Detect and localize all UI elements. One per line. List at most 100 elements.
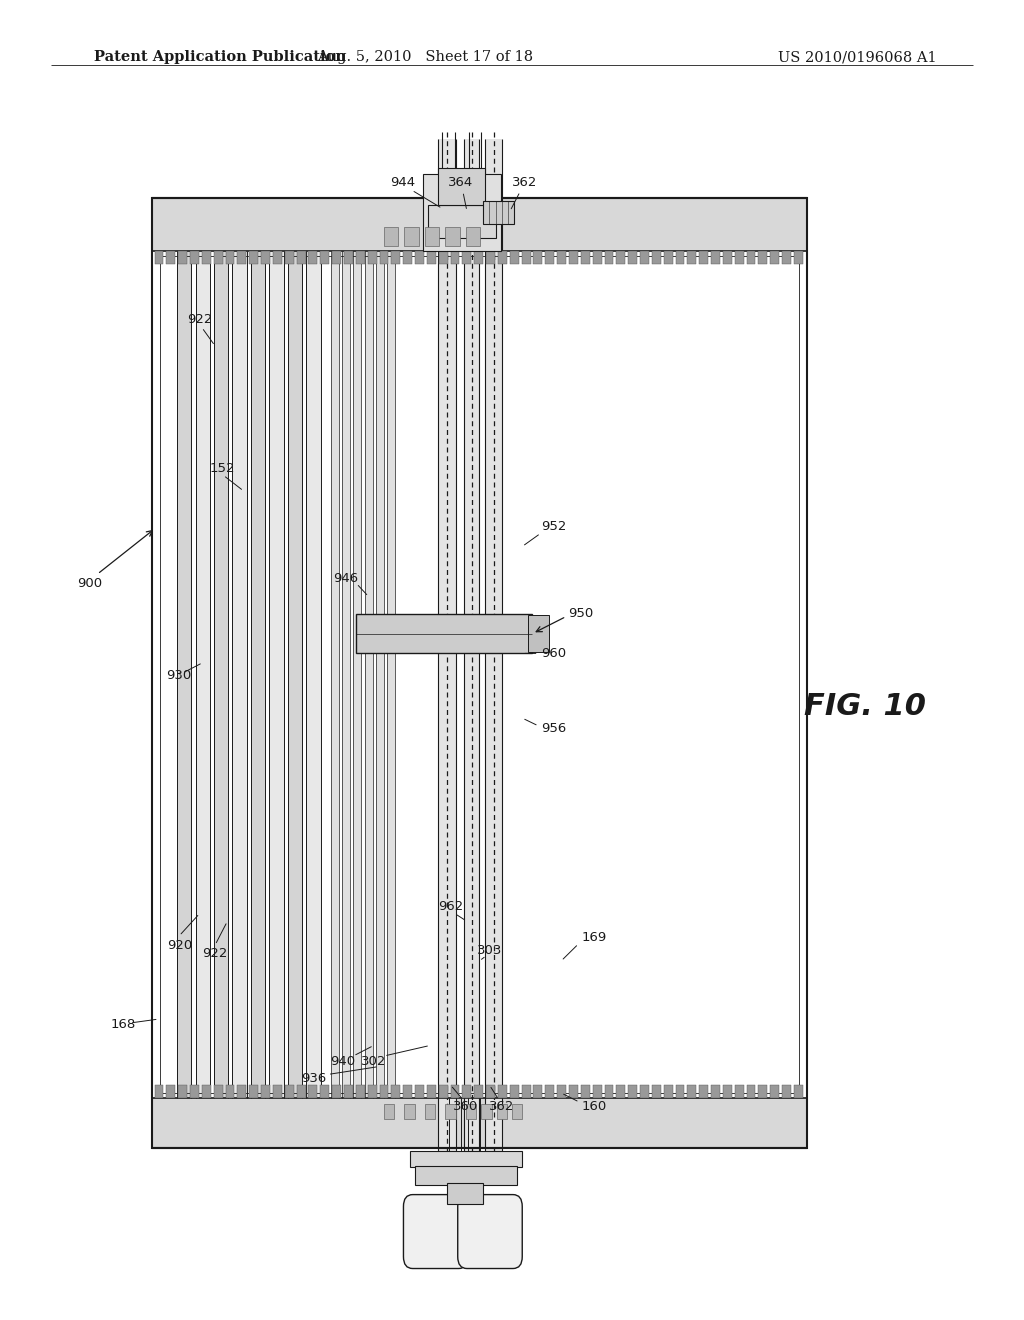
Bar [497,1104,507,1119]
Bar [425,227,439,246]
Bar [166,1085,175,1098]
Text: 168: 168 [111,1018,136,1031]
Bar [521,1085,530,1098]
Bar [261,1085,270,1098]
Bar [759,251,767,264]
Bar [202,1085,211,1098]
Bar [232,251,247,1098]
Bar [344,251,353,264]
Bar [512,1104,522,1119]
Bar [423,174,501,251]
Bar [273,251,282,264]
Bar [687,1085,696,1098]
Bar [356,614,532,653]
Text: 362: 362 [489,1100,514,1113]
Bar [652,251,660,264]
Bar [415,1085,424,1098]
Bar [196,251,210,1098]
Bar [342,251,350,1098]
Bar [652,1085,660,1098]
FancyBboxPatch shape [458,1195,522,1269]
Bar [581,1085,590,1098]
Bar [384,1104,394,1119]
Bar [152,198,807,251]
Bar [380,251,388,264]
Bar [593,1085,601,1098]
Text: 944: 944 [390,176,415,189]
Bar [288,251,302,1098]
Bar [376,251,384,1098]
Bar [664,1085,673,1098]
Bar [438,139,456,1171]
Text: 930: 930 [166,669,191,682]
Bar [794,1085,803,1098]
Bar [428,205,496,238]
Text: 936: 936 [301,1072,326,1085]
Bar [321,251,329,264]
Bar [273,1085,282,1098]
Bar [640,251,649,264]
Bar [498,1085,507,1098]
Bar [178,251,187,264]
Bar [251,251,265,1098]
Bar [356,1085,365,1098]
Bar [699,1085,709,1098]
Bar [249,1085,258,1098]
Bar [297,1085,305,1098]
Text: 303: 303 [477,944,502,957]
Text: 302: 302 [361,1055,386,1068]
Bar [569,251,578,264]
Bar [425,1104,435,1119]
Bar [152,198,807,1148]
Bar [481,1104,492,1119]
Bar [474,1085,483,1098]
Bar [521,251,530,264]
Bar [225,1085,234,1098]
Bar [415,1166,517,1185]
Bar [391,251,400,264]
Text: 922: 922 [202,946,227,960]
Bar [510,251,519,264]
Bar [664,251,673,264]
Text: 160: 160 [582,1100,607,1113]
Bar [628,1085,637,1098]
Bar [427,251,436,264]
Bar [160,256,799,1093]
Bar [331,251,339,1098]
Text: 940: 940 [331,1055,355,1068]
Bar [344,1085,353,1098]
Text: 946: 946 [334,572,358,585]
Bar [451,251,460,264]
Text: 364: 364 [449,176,473,189]
Bar [308,251,317,264]
Bar [285,251,294,264]
Text: 962: 962 [438,900,463,913]
Bar [466,1104,476,1119]
Bar [485,139,502,1171]
Bar [711,251,720,264]
Bar [353,251,361,1098]
Bar [177,251,191,1098]
Bar [178,1085,187,1098]
Text: 960: 960 [541,647,566,660]
Bar [746,1085,756,1098]
Bar [384,227,398,246]
Bar [306,251,321,1098]
Text: 362: 362 [512,176,537,189]
Bar [410,1151,522,1167]
Bar [464,139,479,1171]
Bar [581,251,590,264]
Bar [332,251,341,264]
Bar [202,251,211,264]
Bar [498,251,507,264]
Bar [356,251,365,264]
Bar [782,1085,791,1098]
Bar [225,251,234,264]
Text: 922: 922 [187,313,213,326]
Bar [711,1085,720,1098]
Bar [593,251,601,264]
Bar [415,251,424,264]
Bar [466,227,480,246]
Bar [616,251,626,264]
Bar [604,251,613,264]
